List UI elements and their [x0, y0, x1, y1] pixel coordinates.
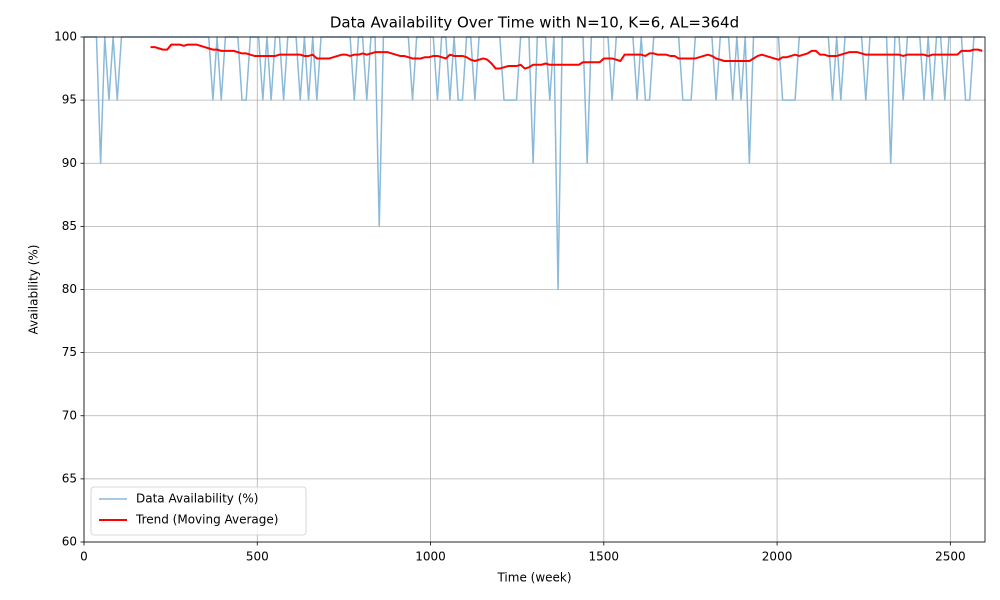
y-tick-label: 70: [62, 408, 77, 422]
x-axis-label: Time (week): [496, 571, 571, 585]
y-tick-label: 65: [62, 471, 77, 485]
legend-box: [90, 486, 307, 536]
y-tick-label: 75: [62, 345, 77, 359]
x-tick-label: 2000: [762, 550, 793, 564]
y-tick-label: 80: [62, 282, 77, 296]
plot-frame: [83, 36, 986, 543]
x-tick-label: 500: [246, 550, 269, 564]
x-tick-label: 1500: [589, 550, 620, 564]
y-tick-label: 90: [62, 156, 77, 170]
y-tick-label: 95: [62, 93, 77, 107]
series-line: [150, 43, 983, 70]
x-tick-label: 0: [80, 550, 88, 564]
y-tick-label: 85: [62, 219, 77, 233]
y-tick-label: 60: [62, 535, 77, 549]
chart-title: Data Availability Over Time with N=10, K…: [330, 14, 739, 32]
x-tick-label: 2500: [935, 550, 966, 564]
y-tick-label: 100: [54, 30, 77, 44]
x-tick-label: 1000: [415, 550, 446, 564]
legend-label: Data Availability (%): [136, 492, 258, 506]
legend-label: Trend (Moving Average): [135, 513, 278, 527]
y-axis-label: Availability (%): [27, 245, 41, 335]
